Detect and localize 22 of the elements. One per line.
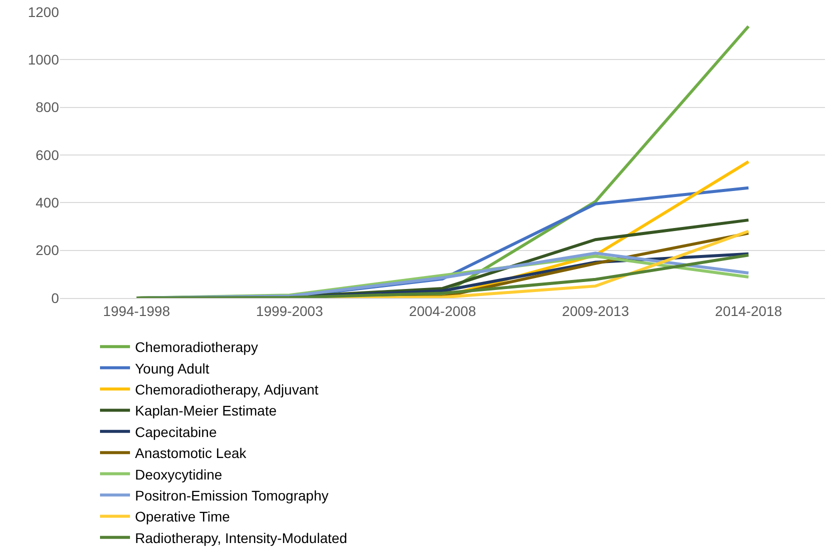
legend-label: Young Adult xyxy=(135,360,210,376)
legend-label: Positron-Emission Tomography xyxy=(135,487,328,504)
legend-label: Kaplan-Meier Estimate xyxy=(135,402,277,419)
legend-label: Chemoradiotherapy xyxy=(135,339,258,356)
x-tick-label: 2004-2008 xyxy=(409,302,476,319)
y-tick-label: 800 xyxy=(36,99,60,116)
legend-label: Operative Time xyxy=(135,508,230,525)
x-tick-label: 1999-2003 xyxy=(256,302,324,319)
x-tick-label: 1994-1998 xyxy=(103,302,170,319)
x-tick-label: 2009-2013 xyxy=(562,302,630,319)
legend-label: Deoxycytidine xyxy=(135,466,222,482)
y-tick-label: 600 xyxy=(36,146,60,163)
legend-label: Anastomotic Leak xyxy=(135,445,248,462)
y-tick-label: 400 xyxy=(36,194,60,211)
y-tick-label: 1000 xyxy=(28,52,60,68)
legend-label: Radiotherapy, Intensity-Modulated xyxy=(135,530,348,546)
y-tick-label: 0 xyxy=(51,290,60,306)
y-tick-label: 200 xyxy=(36,242,60,258)
legend-label: Chemoradiotherapy, Adjuvant xyxy=(135,381,319,398)
x-tick-label: 2014-2018 xyxy=(715,302,782,319)
legend-label: Capecitabine xyxy=(135,424,217,440)
y-tick-label: 1200 xyxy=(28,4,60,20)
